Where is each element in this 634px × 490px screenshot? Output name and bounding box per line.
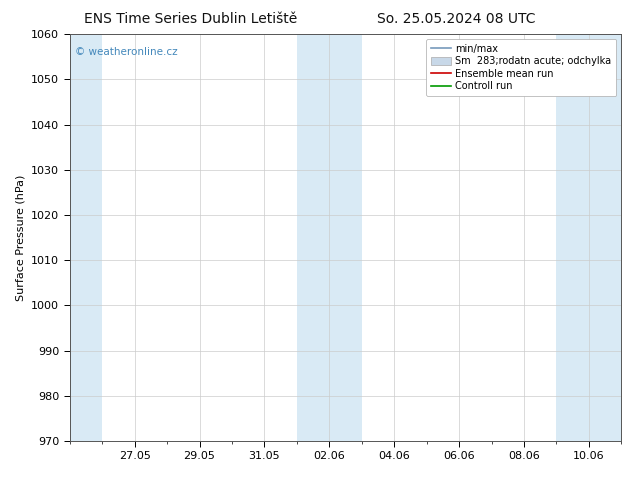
Text: So. 25.05.2024 08 UTC: So. 25.05.2024 08 UTC — [377, 12, 536, 26]
Bar — [70, 34, 102, 441]
Bar — [557, 34, 621, 441]
Text: ENS Time Series Dublin Letiště: ENS Time Series Dublin Letiště — [84, 12, 297, 26]
Bar — [297, 34, 362, 441]
Y-axis label: Surface Pressure (hPa): Surface Pressure (hPa) — [16, 174, 25, 301]
Legend: min/max, Sm  283;rodatn acute; odchylka, Ensemble mean run, Controll run: min/max, Sm 283;rodatn acute; odchylka, … — [426, 39, 616, 96]
Text: © weatheronline.cz: © weatheronline.cz — [75, 47, 178, 56]
